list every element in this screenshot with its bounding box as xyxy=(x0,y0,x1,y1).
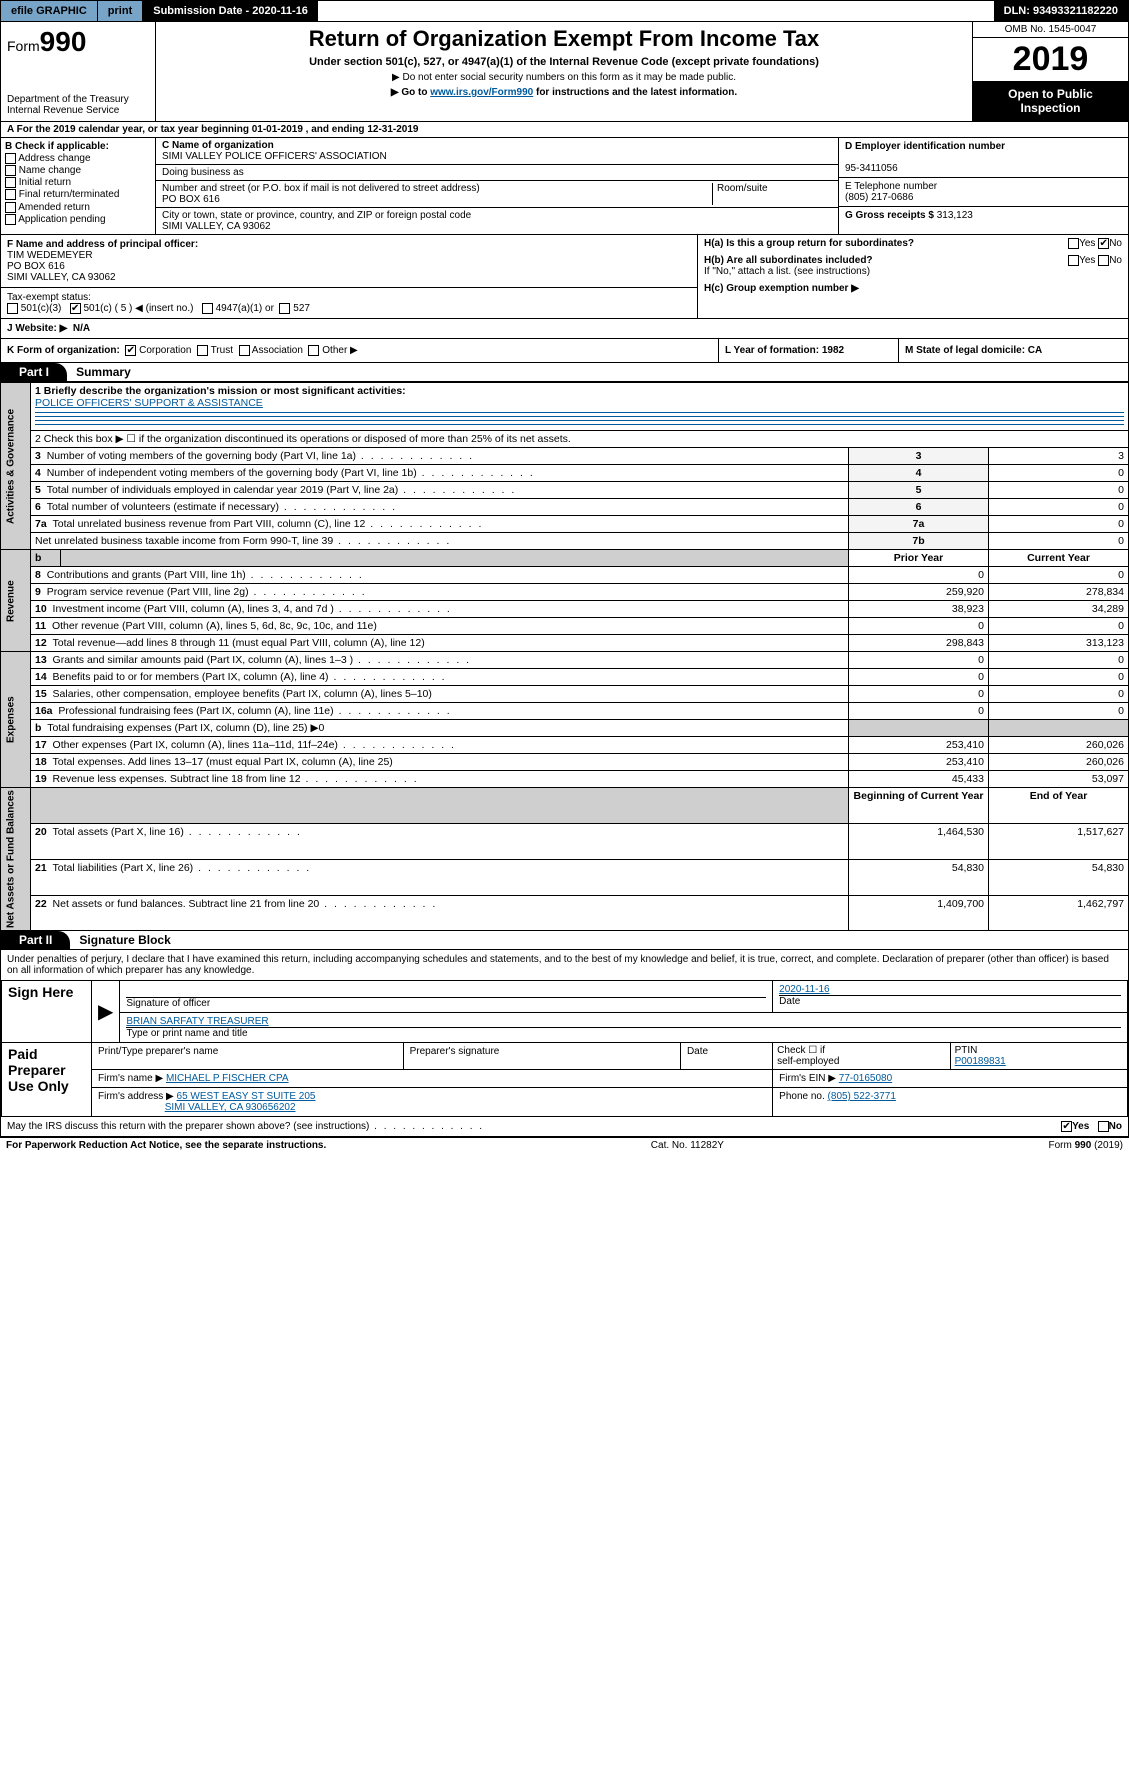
part2-title: Signature Block xyxy=(73,931,176,949)
box-f-officer: F Name and address of principal officer:… xyxy=(1,235,697,288)
omb-number: OMB No. 1545-0047 xyxy=(973,22,1128,38)
form-footer: Form 990 (2019) xyxy=(1049,1140,1123,1151)
check-discuss-yes xyxy=(1061,1121,1072,1132)
note-link: ▶ Go to www.irs.gov/Form990 for instruct… xyxy=(162,87,966,98)
block-b-c-d: B Check if applicable: Address change Na… xyxy=(0,138,1129,235)
part2-header: Part II xyxy=(1,931,70,949)
state-domicile: M State of legal domicile: CA xyxy=(898,339,1128,362)
dba-label: Doing business as xyxy=(162,167,244,178)
org-name-label: C Name of organization xyxy=(162,140,274,151)
box-h: H(a) Is this a group return for subordin… xyxy=(698,235,1128,318)
gross-label: G Gross receipts $ xyxy=(845,210,934,221)
summary-table: Activities & Governance 1 Briefly descri… xyxy=(0,382,1129,931)
officer-name: BRIAN SARFATY TREASURER xyxy=(126,1016,268,1027)
note-ssn: ▶ Do not enter social security numbers o… xyxy=(162,72,966,83)
part1-header: Part I xyxy=(1,363,67,381)
check-501c5 xyxy=(70,303,81,314)
check-no-group xyxy=(1098,238,1109,249)
row-k: K Form of organization: Corporation Trus… xyxy=(0,339,1129,363)
addr: PO BOX 616 xyxy=(162,194,220,205)
arrow-icon: ▶ xyxy=(92,981,120,1043)
part1-title: Summary xyxy=(70,363,137,381)
dln: DLN: 93493321182220 xyxy=(994,1,1128,21)
row-a-period: A For the 2019 calendar year, or tax yea… xyxy=(0,122,1129,138)
signature-block: Under penalties of perjury, I declare th… xyxy=(0,950,1129,1137)
perjury-statement: Under penalties of perjury, I declare th… xyxy=(1,950,1128,980)
tax-status-row: Tax-exempt status: 501(c)(3) 501(c) ( 5 … xyxy=(1,288,697,318)
addr-label: Number and street (or P.O. box if mail i… xyxy=(162,183,480,194)
open-public: Open to Public Inspection xyxy=(973,81,1128,121)
paid-preparer-label: Paid Preparer Use Only xyxy=(2,1043,92,1117)
city-label: City or town, state or province, country… xyxy=(162,210,471,221)
ein-label: D Employer identification number xyxy=(845,141,1005,152)
year-formation: L Year of formation: 1982 xyxy=(718,339,898,362)
side-revenue: Revenue xyxy=(1,550,31,652)
print-button[interactable]: print xyxy=(98,1,143,21)
department: Department of the Treasury Internal Reve… xyxy=(7,94,149,116)
box-c: C Name of organization SIMI VALLEY POLIC… xyxy=(156,138,838,234)
tax-year: 2019 xyxy=(973,38,1128,81)
form-header: Form990 Department of the Treasury Inter… xyxy=(0,22,1129,122)
ein: 95-3411056 xyxy=(845,163,898,174)
sign-here-label: Sign Here xyxy=(2,981,92,1043)
irs-link[interactable]: www.irs.gov/Form990 xyxy=(430,87,533,98)
side-netassets: Net Assets or Fund Balances xyxy=(1,788,31,931)
block-f-h: F Name and address of principal officer:… xyxy=(0,235,1129,319)
check-corp xyxy=(125,345,136,356)
efile-button[interactable]: efile GRAPHIC xyxy=(1,1,98,21)
cat-number: Cat. No. 11282Y xyxy=(651,1140,724,1151)
room-suite: Room/suite xyxy=(712,183,832,205)
gross-receipts: 313,123 xyxy=(937,210,973,221)
box-d-e-g: D Employer identification number 95-3411… xyxy=(838,138,1128,234)
form-subtitle: Under section 501(c), 527, or 4947(a)(1)… xyxy=(162,56,966,68)
city: SIMI VALLEY, CA 93062 xyxy=(162,221,271,232)
side-governance: Activities & Governance xyxy=(1,383,31,550)
pra-notice: For Paperwork Reduction Act Notice, see … xyxy=(6,1140,326,1151)
top-bar: efile GRAPHIC print Submission Date - 20… xyxy=(0,0,1129,22)
side-expenses: Expenses xyxy=(1,652,31,788)
page-footer: For Paperwork Reduction Act Notice, see … xyxy=(0,1137,1129,1153)
org-name: SIMI VALLEY POLICE OFFICERS' ASSOCIATION xyxy=(162,151,387,162)
discuss-row: May the IRS discuss this return with the… xyxy=(1,1117,1128,1136)
box-b-checks: B Check if applicable: Address change Na… xyxy=(1,138,156,234)
submission-date: Submission Date - 2020-11-16 xyxy=(143,1,318,21)
form-number: Form990 xyxy=(7,26,149,58)
phone-label: E Telephone number xyxy=(845,181,937,192)
form-title: Return of Organization Exempt From Incom… xyxy=(162,26,966,52)
phone: (805) 217-0686 xyxy=(845,192,913,203)
row-j-website: J Website: ▶ N/A xyxy=(0,319,1129,339)
mission-text: POLICE OFFICERS' SUPPORT & ASSISTANCE xyxy=(35,397,263,409)
